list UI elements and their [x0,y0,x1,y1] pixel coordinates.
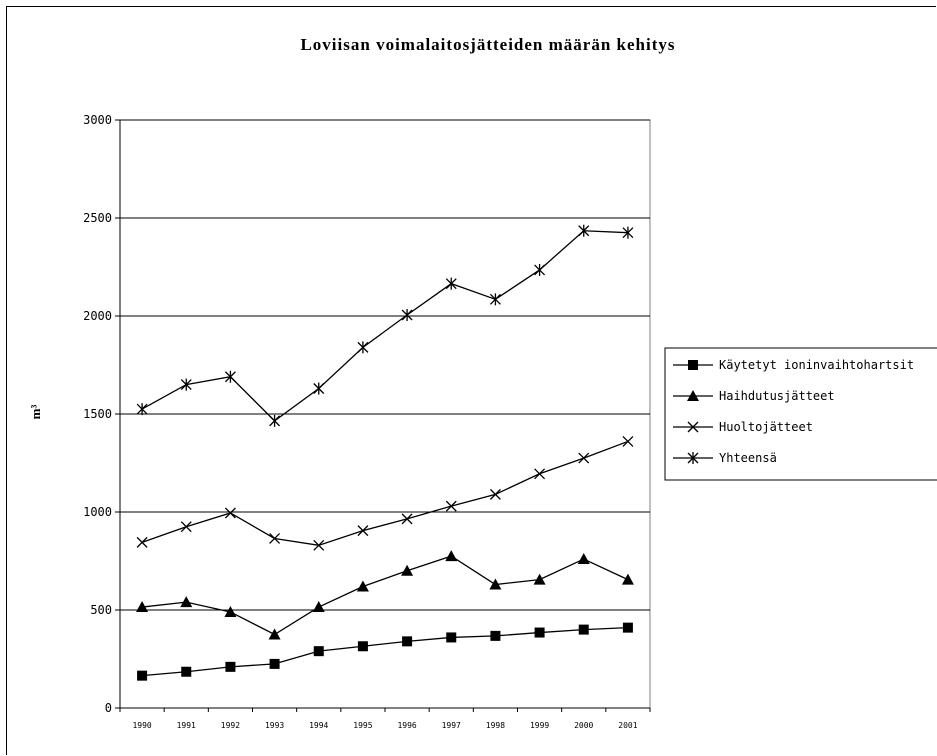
data-point [357,641,368,652]
data-point [622,435,634,447]
data-point [313,382,325,395]
data-point [224,605,237,617]
legend-entry: Yhteensä [719,451,777,465]
data-point [313,539,325,551]
x-tick-label: 1999 [530,721,549,730]
chart-title: Loviisan voimalaitosjätteiden määrän keh… [300,35,675,54]
x-tick-label: 1992 [221,721,240,730]
data-point [269,533,281,544]
data-point [357,525,369,537]
data-point [534,627,545,638]
data-point [445,550,458,562]
data-point [181,666,192,677]
data-point [180,521,192,533]
data-point [137,670,148,681]
data-point [621,573,634,585]
data-point [578,224,590,237]
data-point [578,452,590,464]
series-line-1 [142,626,628,677]
data-point [401,513,413,525]
data-point [356,580,369,592]
x-tick-label: 1991 [177,721,196,730]
data-point [269,658,280,669]
data-point [578,624,589,635]
series-line-3 [141,440,629,546]
data-point [622,226,634,239]
data-point [225,661,236,672]
x-tick-label: 2000 [574,721,593,730]
data-point [534,468,546,480]
chart-frame [6,6,936,755]
data-point [136,536,148,548]
data-point [445,500,457,512]
x-tick-label: 1995 [353,721,372,730]
legend-marker [687,421,699,433]
legend-marker [687,452,699,464]
y-axis-label: m³ [28,405,43,420]
plot-area: 0 500 1000 1500 2000 2500 3000 1990 1991 1992 1993… [83,113,651,730]
data-point [136,601,149,613]
data-point [180,596,193,608]
data-point [577,553,590,565]
legend-entry: Huoltojätteet [719,420,813,434]
data-point [533,573,546,585]
data-point [136,403,148,416]
data-point [402,636,413,647]
y-tick-label: 1500 [83,407,112,421]
y-tick-label: 2000 [83,309,112,323]
y-tick-label: 500 [90,603,112,617]
series-line-2 [142,555,629,636]
y-tick-label: 0 [105,701,112,715]
x-tick-label: 1997 [442,721,461,730]
y-tick-label: 1000 [83,505,112,519]
x-tick-label: 1993 [265,721,284,730]
data-point [224,507,236,519]
x-tick-label: 1996 [397,721,416,730]
data-point [269,414,281,427]
data-point [534,263,546,276]
data-point [445,277,457,290]
legend-entry: Käytetyt ioninvaihtohartsit [719,358,914,372]
data-point [224,370,236,383]
x-tick-label: 1998 [486,721,505,730]
data-point [180,378,192,391]
data-point [313,646,324,657]
y-tick-label: 3000 [83,113,112,127]
y-tick-label: 2500 [83,211,112,225]
legend-entry: Haihdutusjätteet [719,389,835,403]
data-point [268,628,281,640]
legend: Käytetyt ioninvaihtohartsit Haihdutusjätt… [664,347,937,481]
x-tick-label: 1994 [309,721,328,730]
data-point [446,632,457,643]
series-line-4 [141,230,628,422]
data-point [401,309,413,322]
legend-marker [687,390,699,401]
data-point [490,630,501,641]
data-point [312,601,325,613]
data-point [622,622,633,633]
data-point [489,293,501,306]
legend-marker [688,360,698,370]
data-point [401,564,414,576]
x-tick-label: 1990 [132,721,151,730]
data-point [489,578,502,590]
data-point [489,488,501,500]
x-tick-label: 2001 [618,721,637,730]
data-point [357,341,369,354]
